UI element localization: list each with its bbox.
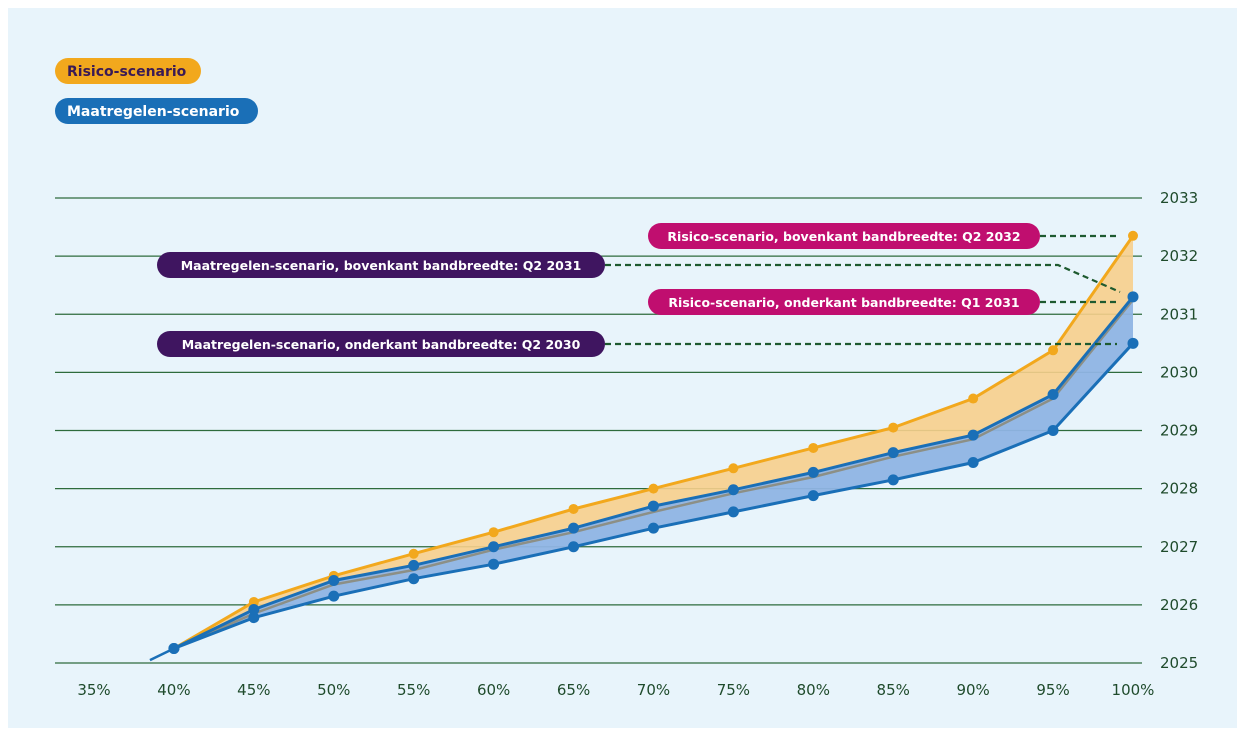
annotation-text-measures-lower: Maatregelen-scenario, onderkant bandbree… — [182, 337, 581, 352]
measures-upper-point — [887, 447, 899, 459]
measures-lower-point — [887, 474, 899, 486]
legend-risk-label: Risico-scenario — [67, 64, 187, 80]
annotation-text-risk-lower: Risico-scenario, onderkant bandbreedte: … — [668, 295, 1019, 310]
risk-upper-point — [728, 463, 739, 474]
annotation-leader-measures-upper — [605, 263, 1121, 294]
legend: Risico-scenario Maatregelen-scenario — [55, 58, 258, 124]
annotations: Risico-scenario, bovenkant bandbreedte: … — [157, 223, 1121, 357]
measures-lower-point — [967, 456, 979, 468]
annotation-pill-measures-upper — [157, 252, 605, 278]
measures-upper-point — [168, 642, 180, 654]
measures-upper-point — [1047, 388, 1059, 400]
risk-upper-point — [648, 483, 659, 494]
x-tick-label: 60% — [477, 681, 510, 699]
series-points — [168, 230, 1139, 654]
x-tick-label: 75% — [717, 681, 750, 699]
x-tick-label: 100% — [1112, 681, 1155, 699]
measures-lower-point — [807, 490, 819, 502]
risk-upper-point — [408, 548, 419, 559]
measures-upper-point — [967, 429, 979, 441]
measures-lower-point — [488, 558, 500, 570]
y-tick-label: 2026 — [1160, 596, 1198, 614]
measures-lower-point — [328, 590, 340, 602]
measures-upper-point — [647, 500, 659, 512]
risk-upper-point — [968, 393, 979, 404]
annotation-text-measures-upper: Maatregelen-scenario, bovenkant bandbree… — [181, 258, 582, 273]
measures-lower-point — [647, 522, 659, 534]
x-tick-label: 70% — [637, 681, 670, 699]
measures-lower-point — [1127, 337, 1139, 349]
measures-upper-point — [568, 522, 580, 534]
annotation-pill-risk-lower — [648, 289, 1040, 315]
risk-upper-point — [1048, 345, 1059, 356]
risk-upper-point — [568, 503, 579, 514]
y-tick-label: 2032 — [1160, 247, 1198, 265]
y-tick-label: 2025 — [1160, 654, 1198, 672]
risk-upper-point — [1128, 230, 1138, 241]
measures-upper-point — [248, 604, 260, 616]
measures-upper-point — [328, 574, 340, 586]
y-tick-label: 2031 — [1160, 305, 1198, 323]
measures-upper-point — [807, 466, 819, 478]
y-tick-label: 2029 — [1160, 422, 1198, 440]
measures-upper-point — [1127, 291, 1139, 303]
x-tick-label: 50% — [317, 681, 350, 699]
y-tick-label: 2033 — [1160, 189, 1198, 207]
legend-measures-label: Maatregelen-scenario — [67, 104, 240, 120]
legend-risk-pill — [55, 58, 201, 84]
measures-lower-point — [248, 612, 260, 624]
measures-lower-point — [1047, 425, 1059, 436]
x-tick-label: 90% — [956, 681, 989, 699]
risk-upper-point — [888, 422, 899, 433]
x-tick-label: 95% — [1036, 681, 1069, 699]
measures-upper-point — [727, 484, 739, 496]
measures-lower-point — [727, 506, 739, 518]
x-tick-label: 35% — [77, 681, 110, 699]
x-tick-label: 85% — [877, 681, 910, 699]
measures-lower-point — [568, 541, 580, 553]
x-tick-label: 80% — [797, 681, 830, 699]
x-tick-label: 65% — [557, 681, 590, 699]
annotation-text-risk-upper: Risico-scenario, bovenkant bandbreedte: … — [667, 229, 1020, 244]
legend-measures-pill — [55, 98, 258, 124]
measures-lower-point — [408, 573, 420, 585]
risk-upper-point — [488, 527, 499, 538]
measures-upper-point — [408, 559, 420, 571]
risk-upper-point — [248, 596, 259, 607]
x-tick-label: 40% — [157, 681, 190, 699]
y-tick-label: 2030 — [1160, 363, 1198, 381]
risk-upper-point — [808, 442, 819, 453]
y-tick-label: 2028 — [1160, 480, 1198, 498]
y-tick-label: 2027 — [1160, 538, 1198, 556]
axis-ticks: 2025 2026 2027 2028 2029 2030 2031 2032 2033 35% 4… — [77, 189, 1198, 699]
measures-upper-point — [488, 541, 500, 553]
annotation-pill-risk-upper — [648, 223, 1040, 249]
annotation-pill-measures-lower — [157, 331, 605, 357]
x-tick-label: 45% — [237, 681, 270, 699]
x-tick-label: 55% — [397, 681, 430, 699]
